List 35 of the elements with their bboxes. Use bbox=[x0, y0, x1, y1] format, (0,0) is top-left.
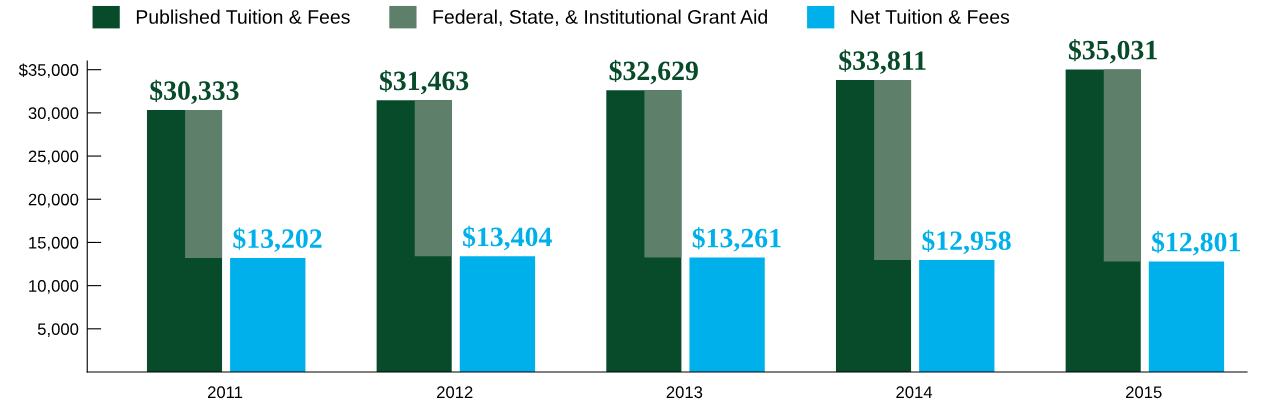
y-tick-label: 10,000 bbox=[29, 280, 79, 294]
data-label: $31,463 bbox=[379, 69, 469, 95]
bar bbox=[1148, 261, 1225, 372]
data-label: $13,202 bbox=[233, 227, 322, 253]
data-label: $12,801 bbox=[1152, 231, 1240, 256]
data-label: $13,404 bbox=[463, 225, 552, 251]
y-tick-label: 25,000 bbox=[28, 150, 79, 165]
legend-label: Federal, State, & Institutional Grant Aid bbox=[433, 9, 767, 27]
y-tick-label: $35,000 bbox=[18, 63, 79, 78]
data-label: $33,811 bbox=[839, 49, 926, 75]
bar bbox=[874, 79, 912, 261]
bar bbox=[1103, 69, 1141, 262]
x-tick-label: 2014 bbox=[896, 386, 933, 399]
x-tick-label: 2015 bbox=[1126, 386, 1162, 399]
bar bbox=[414, 100, 452, 257]
x-tick-label: 2013 bbox=[666, 386, 703, 399]
x-tick-label: 2012 bbox=[437, 386, 473, 399]
y-tick-label: 5,000 bbox=[37, 323, 79, 337]
y-tick-label: 15,000 bbox=[29, 236, 79, 251]
data-label: $32,629 bbox=[609, 59, 698, 85]
y-tick-label: 20,000 bbox=[28, 193, 79, 208]
data-label: $13,261 bbox=[692, 227, 781, 252]
x-tick-label: 2011 bbox=[207, 386, 243, 399]
bar bbox=[644, 90, 682, 258]
data-label: $30,333 bbox=[150, 79, 239, 105]
legend-label: Published Tuition & Fees bbox=[136, 9, 350, 24]
legend-label: Net Tuition & Fees bbox=[851, 9, 1010, 24]
bar bbox=[230, 257, 306, 372]
data-label: $12,958 bbox=[922, 229, 1011, 255]
bar bbox=[689, 257, 765, 372]
bar bbox=[185, 110, 223, 258]
bar bbox=[919, 260, 995, 372]
y-tick-label: 30,000 bbox=[28, 107, 79, 122]
bar bbox=[459, 256, 536, 372]
data-label: $35,031 bbox=[1068, 39, 1157, 64]
